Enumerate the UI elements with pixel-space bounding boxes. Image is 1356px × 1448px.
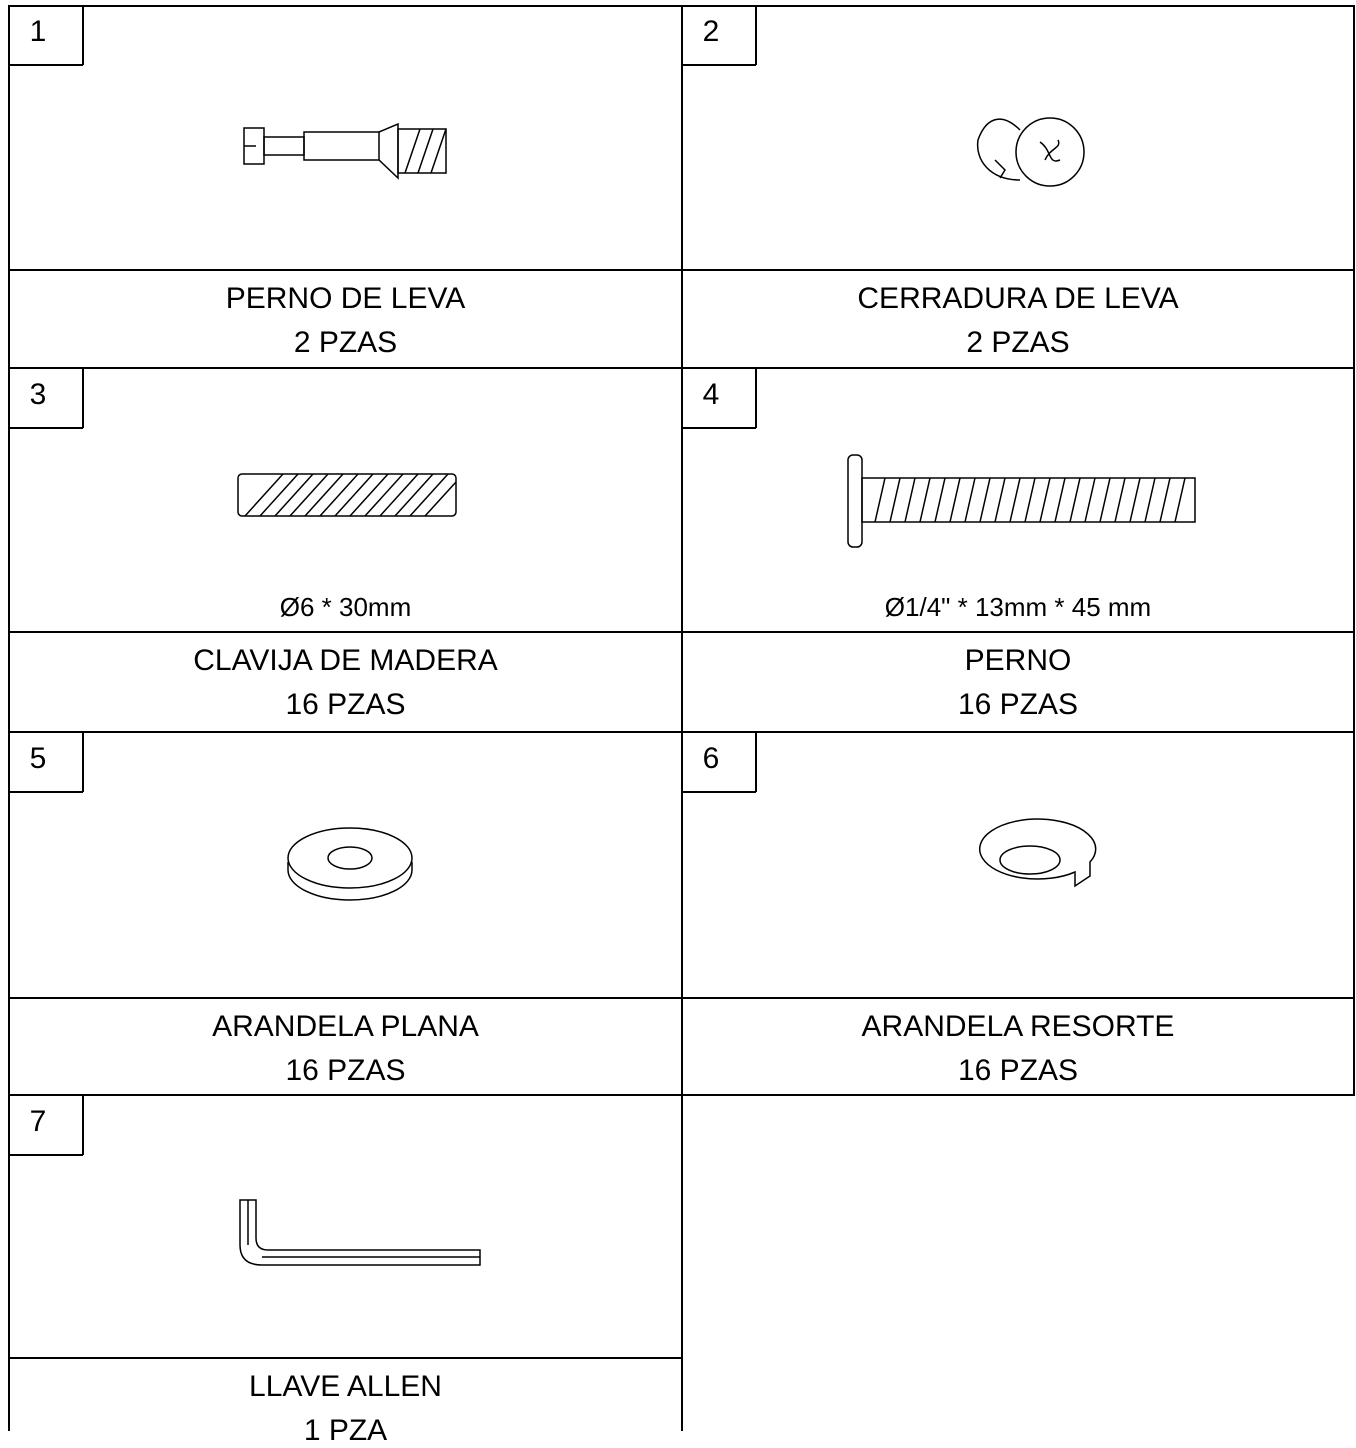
part-name: PERNO DE LEVA [225, 282, 466, 315]
part-quantity: 16 PZAS [957, 1054, 1079, 1087]
part-name: ARANDELA RESORTE [861, 1010, 1175, 1043]
part-name: CERRADURA DE LEVA [857, 282, 1179, 315]
part-number: 1 [29, 15, 47, 48]
part-spec: Ø6 * 30mm [279, 592, 412, 622]
icons [237, 117, 1196, 1266]
part-name: LLAVE ALLEN [249, 1370, 442, 1403]
part-number: 2 [702, 15, 720, 48]
part-spec: Ø1/4" * 13mm * 45 mm [884, 592, 1152, 622]
part-quantity: 2 PZAS [966, 326, 1070, 359]
part-quantity: 16 PZAS [285, 1054, 406, 1087]
part-name: PERNO [964, 644, 1072, 677]
part-quantity: 1 PZA [303, 1414, 388, 1447]
part-quantity: 16 PZAS [285, 688, 406, 721]
part-name: CLAVIJA DE MADERA [193, 644, 498, 677]
part-quantity: 16 PZAS [957, 688, 1079, 721]
part-number: 6 [702, 742, 720, 775]
part-name: ARANDELA PLANA [212, 1010, 479, 1043]
grid-lines [8, 5, 1355, 1431]
part-number: 4 [702, 378, 720, 411]
part-quantity: 2 PZAS [293, 326, 398, 359]
part-number: 3 [29, 378, 47, 411]
part-number: 7 [29, 1105, 47, 1138]
part-number: 5 [29, 742, 47, 775]
